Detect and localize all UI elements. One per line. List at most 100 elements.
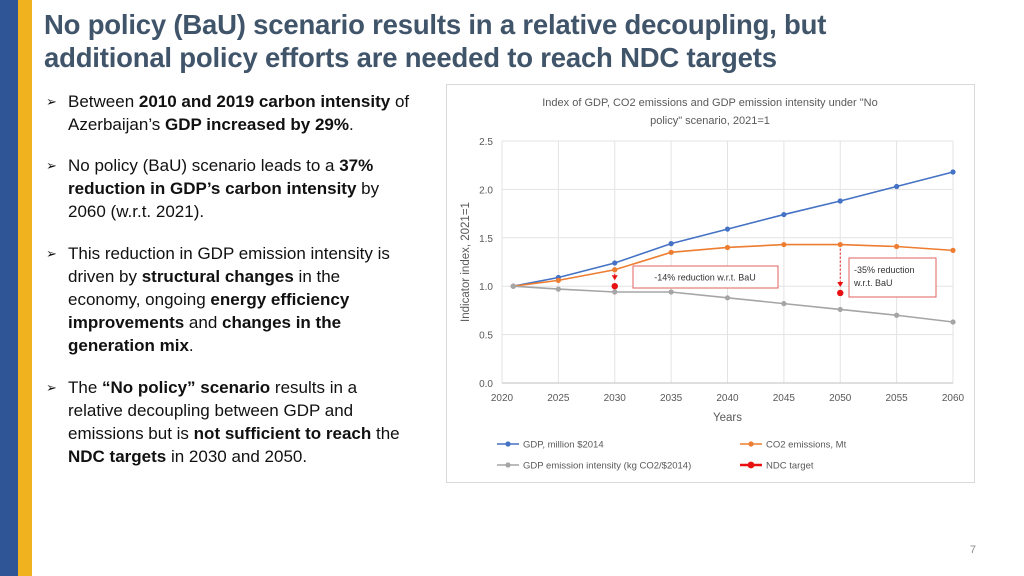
y-tick-label: 2.5 [479,137,493,148]
data-point [837,306,843,313]
arrow-bullet-icon: ➢ [46,158,57,173]
annotation-box [632,265,779,289]
legend-swatch-marker [505,441,511,447]
page-number: 7 [969,544,976,556]
legend-label: CO2 emissions, Mt [766,440,847,451]
x-tick-label: 2045 [773,393,796,404]
data-point [837,241,843,248]
bullet-bold-text: not sufficient to reach [193,424,372,443]
bullet-plain-text: This reduction in GDP emission intensity… [68,244,390,286]
annotation-text: w.r.t. BaU [853,278,893,288]
annotation-text: -35% reduction [854,265,915,275]
data-point [781,241,787,248]
bullet-list: ➢ Between 2010 and 2019 carbon intensity … [46,90,416,468]
data-point [950,319,956,325]
bullet-plain-text: . [188,336,194,355]
data-point [510,283,516,289]
arrow-bullet-icon: ➢ [46,94,57,109]
bullet-bold-text: “No policy” scenario [102,378,271,397]
data-point [555,286,561,292]
slide-title-line-1: No policy (BaU) scenario results in a re… [44,9,827,40]
data-point [612,260,618,266]
annotation-text: -14% reduction w.r.t. BaU [654,273,756,283]
legend-swatch-marker [748,441,754,447]
data-point [781,211,787,218]
annotations: -14% reduction w.r.t. BaU -35% reduction w… [611,248,937,298]
data-point [724,244,731,251]
ndc-target-point [837,289,844,297]
legend-label: NDC target [766,461,814,472]
legend-swatch-marker [747,461,755,469]
series [510,169,956,325]
bullet-plain-text: in 2030 and 2050. [166,447,308,466]
bullet-bold-text: 37% reduction in GDP’s carbon intensity [68,156,374,198]
x-tick-label: 2040 [716,393,739,404]
line-chart: Index of GDP, CO2 emissions and GDP emis… [460,97,965,472]
data-point [837,198,843,204]
chart-title-line-1: Index of GDP, CO2 emissions and GDP emis… [542,97,878,109]
arrow-down-icon [837,281,844,287]
x-tick-label: 2025 [547,393,570,404]
data-point [668,289,674,295]
y-tick-label: 0.5 [479,331,493,342]
accent-bar-blue [0,0,18,576]
data-point [612,267,618,273]
chart-title-line-2: policy" scenario, 2021=1 [650,115,770,127]
data-point [555,277,561,283]
legend-swatch-marker [505,462,511,468]
data-point [894,243,900,250]
data-point [894,312,900,318]
x-tick-label: 2060 [942,393,965,404]
x-tick-label: 2030 [604,393,627,404]
data-point [781,301,787,307]
bullet-bold-text: 2010 and 2019 carbon intensity [138,92,391,111]
bullet-item: ➢ The “No policy” scenario results in a r… [46,376,416,468]
axes: 0.0 0.5 1.0 1.5 2.0 2.5 2020 2025 2030 2035 2040 20… [479,137,964,404]
bullet-plain-text: No policy (BaU) scenario leads to a [68,156,340,175]
bullet-bold-text: energy efficiency improvements [68,290,350,332]
bullet-plain-text: by 2060 (w.r.t. 2021). [68,179,380,221]
accent-bar-gold [18,0,32,576]
bullet-plain-text: in the economy, ongoing [68,267,341,309]
legend: GDP, million $2014 CO2 emissions, Mt GDP e… [497,440,847,472]
bullet-plain-text: the [371,424,400,443]
bullet-plain-text: Between [68,92,139,111]
bullet-bold-text: changes in the generation mix [68,313,342,355]
bullet-item: ➢ No policy (BaU) scenario leads to a 37%… [46,154,416,223]
arrow-bullet-icon: ➢ [46,380,57,395]
legend-label: GDP, million $2014 [523,440,604,451]
bullet-bold-text: structural changes [141,267,294,286]
data-point [950,169,956,175]
data-point [612,289,618,295]
data-point [668,249,674,255]
arrow-down-icon [611,275,618,281]
slide-title-line-2: additional policy efforts are needed to … [44,42,777,73]
y-tick-label: 1.0 [479,282,493,293]
bullet-plain-text: and [184,313,223,332]
bullet-text: No policy (BaU) scenario leads to a 37% … [68,156,379,221]
bullet-plain-text: The [68,378,103,397]
x-tick-label: 2050 [829,393,852,404]
legend-label: GDP emission intensity (kg CO2/$2014) [523,461,691,472]
data-point [724,295,731,301]
slide-title: No policy (BaU) scenario results in a re… [44,8,944,74]
annotation-box [848,257,937,298]
y-tick-label: 1.5 [479,234,493,245]
chart-container: Index of GDP, CO2 emissions and GDP emis… [446,84,975,483]
x-tick-label: 2020 [491,393,514,404]
y-axis-label: Indicator index, 2021=1 [460,202,472,322]
bullet-plain-text: results in a relative decoupling between… [68,378,358,443]
bullet-text: The “No policy” scenario results in a re… [68,378,400,466]
arrow-bullet-icon: ➢ [46,246,57,261]
x-tick-label: 2035 [660,393,683,404]
bullet-plain-text: . [348,115,354,134]
bullet-item: ➢ This reduction in GDP emission intensit… [46,242,416,357]
x-axis-label: Years [713,412,742,424]
bullet-plain-text: of Azerbaijan’s [68,92,410,134]
bullet-text: This reduction in GDP emission intensity… [68,244,390,355]
y-tick-label: 0.0 [479,379,493,390]
data-point [894,183,900,190]
data-point [950,247,956,253]
bullet-bold-text: NDC targets [68,447,167,466]
bullet-text: Between 2010 and 2019 carbon intensity o… [68,92,409,134]
